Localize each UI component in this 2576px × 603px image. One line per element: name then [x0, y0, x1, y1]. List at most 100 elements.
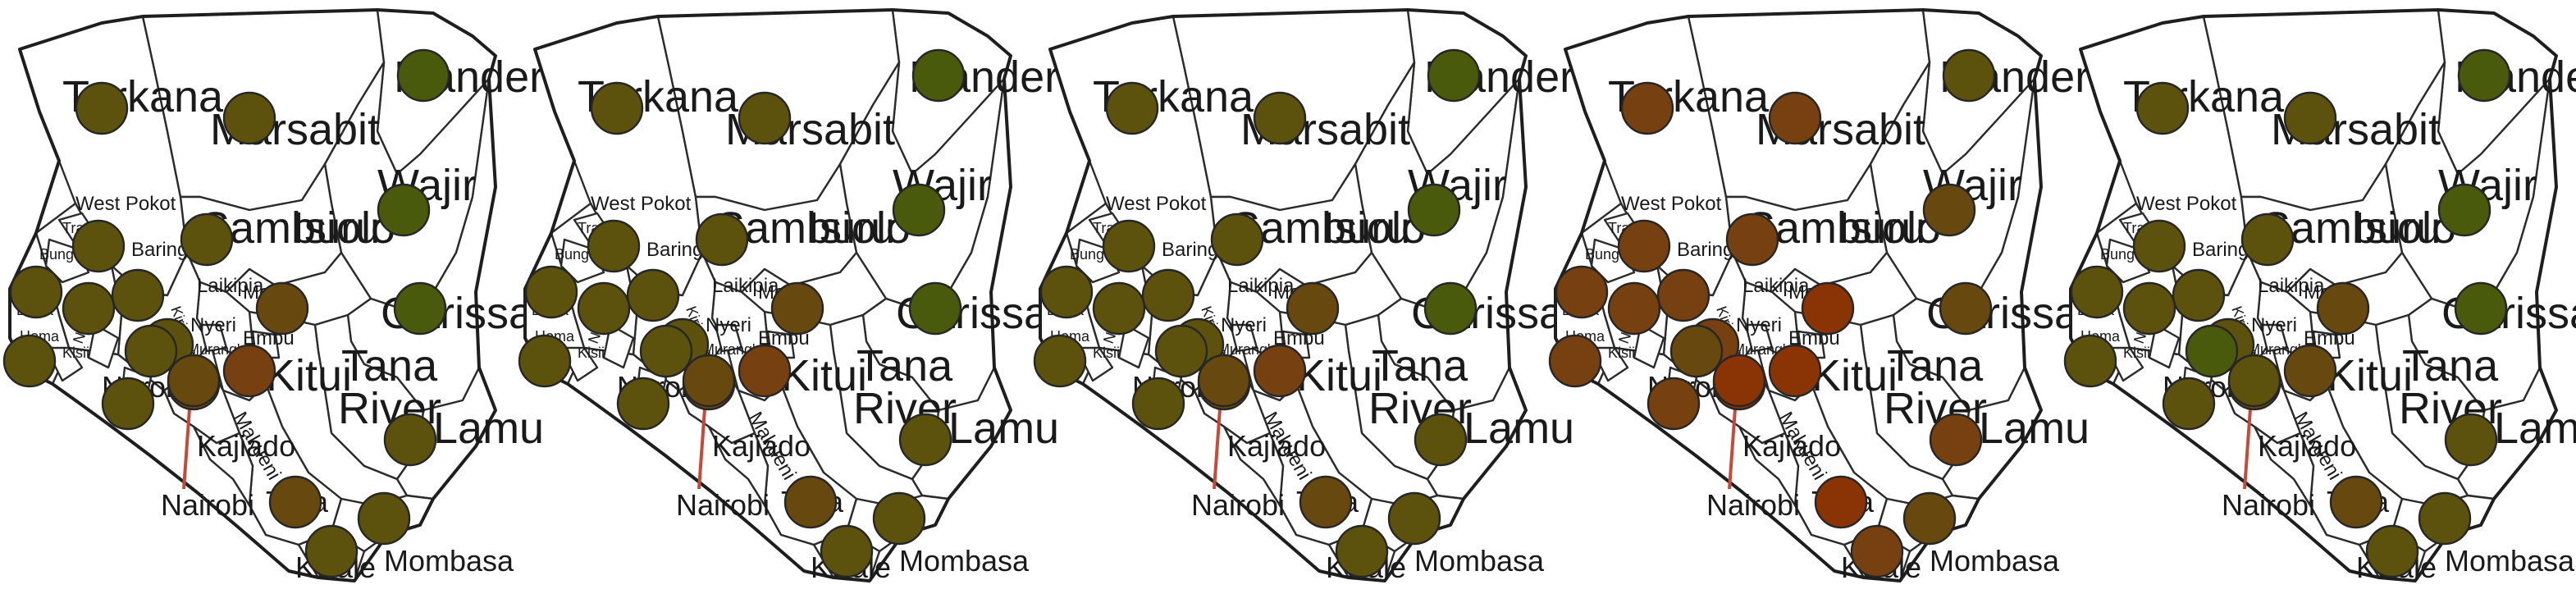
- bubble-west-pokot[interactable]: [1102, 219, 1156, 273]
- bubble-taita[interactable]: [2329, 475, 2383, 529]
- bubble-kwale[interactable]: [1335, 524, 1389, 578]
- bubble-turkana[interactable]: [2135, 81, 2190, 135]
- bubble-marsabit[interactable]: [1253, 91, 1307, 145]
- bubble-taita[interactable]: [783, 475, 838, 529]
- bubble-nairobi[interactable]: [738, 344, 792, 398]
- bubble-west-pokot[interactable]: [587, 219, 641, 273]
- bubble-narok[interactable]: [1197, 354, 1251, 408]
- bubble-meru[interactable]: [255, 281, 309, 336]
- bubble-marsabit[interactable]: [222, 91, 276, 145]
- bubble-nandi[interactable]: [1548, 334, 1602, 388]
- bubble-kilifi[interactable]: [357, 491, 411, 546]
- bubble-kakamega[interactable]: [577, 281, 631, 336]
- bubble-kisii[interactable]: [2162, 377, 2216, 431]
- bubble-nairobi[interactable]: [1253, 344, 1307, 398]
- bubble-nairobi[interactable]: [1768, 344, 1822, 398]
- bubble-narok[interactable]: [682, 354, 736, 408]
- bubble-kwale[interactable]: [304, 524, 359, 578]
- bubble-mandera[interactable]: [911, 48, 966, 103]
- bubble-narok[interactable]: [167, 354, 221, 408]
- bubble-nairobi[interactable]: [2283, 344, 2337, 398]
- bubble-meru[interactable]: [1801, 281, 1855, 336]
- bubble-wajir[interactable]: [1407, 183, 1461, 237]
- bubble-homa-bay[interactable]: [1669, 324, 1724, 378]
- bubble-homa-bay[interactable]: [124, 324, 178, 378]
- bubble-nandi[interactable]: [2063, 334, 2117, 388]
- bubble-samburu[interactable]: [2240, 212, 2295, 267]
- bubble-taita[interactable]: [268, 475, 322, 529]
- bubble-lamu[interactable]: [898, 413, 952, 467]
- bubble-garissa[interactable]: [393, 281, 447, 336]
- bubble-kwale[interactable]: [1850, 524, 1904, 578]
- bubble-baringo[interactable]: [111, 268, 165, 322]
- bubble-kisii[interactable]: [1131, 377, 1185, 431]
- bubble-baringo[interactable]: [1656, 268, 1710, 322]
- bubble-wajir[interactable]: [377, 183, 431, 237]
- bubble-kilifi[interactable]: [2418, 491, 2472, 546]
- bubble-samburu[interactable]: [1725, 212, 1779, 267]
- bubble-kwale[interactable]: [820, 524, 874, 578]
- bubble-garissa[interactable]: [2454, 281, 2508, 336]
- bubble-meru[interactable]: [770, 281, 824, 336]
- bubble-kakamega[interactable]: [1607, 281, 1661, 336]
- bubble-wajir[interactable]: [1922, 183, 1976, 237]
- bubble-nairobi[interactable]: [222, 344, 276, 398]
- bubble-homa-bay[interactable]: [639, 324, 693, 378]
- bubble-nandi[interactable]: [2, 334, 57, 388]
- bubble-mandera[interactable]: [396, 48, 450, 103]
- bubble-baringo[interactable]: [2172, 268, 2226, 322]
- bubble-busia[interactable]: [2070, 265, 2124, 319]
- bubble-mandera[interactable]: [1427, 48, 1481, 103]
- bubble-lamu[interactable]: [1414, 413, 1468, 467]
- bubble-samburu[interactable]: [180, 212, 234, 267]
- bubble-kisii[interactable]: [101, 377, 155, 431]
- bubble-narok[interactable]: [1712, 354, 1766, 408]
- bubble-taita[interactable]: [1814, 475, 1868, 529]
- bubble-kilifi[interactable]: [872, 491, 926, 546]
- bubble-garissa[interactable]: [908, 281, 962, 336]
- bubble-mandera[interactable]: [2457, 48, 2511, 103]
- bubble-turkana[interactable]: [1620, 81, 1674, 135]
- bubble-taita[interactable]: [1299, 475, 1353, 529]
- bubble-samburu[interactable]: [1210, 212, 1264, 267]
- bubble-marsabit[interactable]: [2283, 91, 2337, 145]
- bubble-kakamega[interactable]: [62, 281, 116, 336]
- bubble-turkana[interactable]: [1105, 81, 1159, 135]
- bubble-kakamega[interactable]: [2122, 281, 2176, 336]
- bubble-busia[interactable]: [1039, 265, 1094, 319]
- bubble-turkana[interactable]: [590, 81, 644, 135]
- bubble-wajir[interactable]: [892, 183, 946, 237]
- bubble-homa-bay[interactable]: [2185, 324, 2239, 378]
- bubble-kilifi[interactable]: [1902, 491, 1957, 546]
- bubble-busia[interactable]: [1555, 265, 1609, 319]
- bubble-busia[interactable]: [524, 265, 578, 319]
- bubble-garissa[interactable]: [1423, 281, 1478, 336]
- bubble-nandi[interactable]: [518, 334, 572, 388]
- bubble-turkana[interactable]: [75, 81, 129, 135]
- bubble-baringo[interactable]: [1141, 268, 1195, 322]
- bubble-samburu[interactable]: [695, 212, 749, 267]
- bubble-nandi[interactable]: [1033, 334, 1087, 388]
- bubble-kilifi[interactable]: [1387, 491, 1441, 546]
- bubble-west-pokot[interactable]: [1617, 219, 1671, 273]
- bubble-lamu[interactable]: [2444, 413, 2498, 467]
- bubble-meru[interactable]: [1286, 281, 1340, 336]
- bubble-wajir[interactable]: [2437, 183, 2492, 237]
- bubble-narok[interactable]: [2227, 354, 2281, 408]
- bubble-kwale[interactable]: [2365, 524, 2419, 578]
- bubble-kakamega[interactable]: [1092, 281, 1146, 336]
- bubble-west-pokot[interactable]: [2132, 219, 2186, 273]
- bubble-marsabit[interactable]: [1768, 91, 1822, 145]
- bubble-baringo[interactable]: [626, 268, 680, 322]
- bubble-mandera[interactable]: [1942, 48, 1996, 103]
- bubble-busia[interactable]: [9, 265, 63, 319]
- bubble-west-pokot[interactable]: [71, 219, 126, 273]
- bubble-kisii[interactable]: [1647, 377, 1701, 431]
- bubble-lamu[interactable]: [383, 413, 437, 467]
- bubble-kisii[interactable]: [616, 377, 670, 431]
- bubble-lamu[interactable]: [1929, 413, 1983, 467]
- bubble-garissa[interactable]: [1939, 281, 1993, 336]
- bubble-marsabit[interactable]: [738, 91, 792, 145]
- bubble-homa-bay[interactable]: [1154, 324, 1208, 378]
- bubble-meru[interactable]: [2316, 281, 2370, 336]
